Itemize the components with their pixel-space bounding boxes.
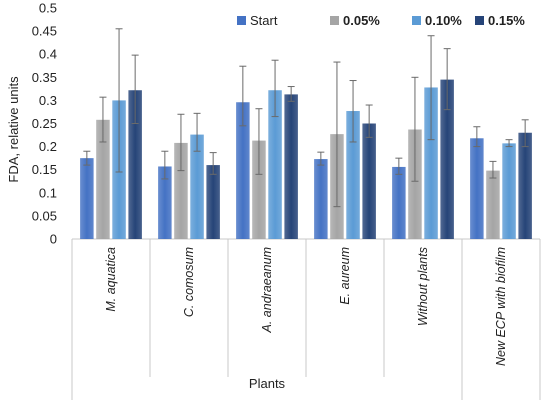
y-axis-title: FDA, relative units [6, 76, 21, 183]
legend-label-start: Start [250, 13, 278, 28]
legend-swatch-0-10 [412, 16, 421, 25]
bar-0-10-new-ecp-with-biofilm [502, 143, 516, 239]
y-tick-label: 0.3 [39, 93, 57, 108]
bar-0-10-a-andraeanum [268, 90, 282, 240]
legend-swatch-0-05 [330, 16, 339, 25]
bar-0-15-m-aquatica [128, 90, 142, 240]
bar-start-m-aquatica [80, 158, 94, 239]
bar-0-05-c-comosum [174, 142, 188, 239]
bar-0-10-e-aureum [346, 111, 360, 239]
category-label-a-andraeanum: A. andraeanum [260, 247, 274, 333]
category-label-c-comosum: C. comosum [182, 247, 196, 317]
bar-0-15-c-comosum [206, 165, 220, 239]
legend-label-0-10: 0.10% [425, 13, 462, 28]
bar-start-without-plants [392, 166, 406, 239]
y-tick-label: 0.1 [39, 185, 57, 200]
bar-0-05-a-andraeanum [252, 140, 266, 239]
legend-label-0-15: 0.15% [488, 13, 525, 28]
y-tick-label: 0.2 [39, 139, 57, 154]
bar-0-15-without-plants [440, 79, 454, 239]
category-label-m-aquatica: M. aquatica [104, 247, 118, 312]
y-tick-label: 0.25 [32, 116, 57, 131]
bar-start-c-comosum [158, 166, 172, 239]
bar-0-15-a-andraeanum [284, 94, 298, 239]
bar-0-10-c-comosum [190, 134, 204, 239]
bar-0-05-without-plants [408, 129, 422, 239]
bar-start-e-aureum [314, 159, 328, 239]
y-tick-label: 0 [50, 232, 57, 247]
legend-swatch-start [237, 16, 246, 25]
y-tick-label: 0.45 [32, 24, 57, 39]
bar-start-new-ecp-with-biofilm [470, 138, 484, 239]
group-label-plants: Plants [249, 376, 286, 391]
bar-start-a-andraeanum [236, 102, 250, 239]
bar-0-05-new-ecp-with-biofilm [486, 170, 500, 239]
y-tick-label: 0.05 [32, 208, 57, 223]
y-tick-label: 0.35 [32, 70, 57, 85]
y-tick-label: 0.15 [32, 162, 57, 177]
bar-0-15-new-ecp-with-biofilm [518, 132, 532, 239]
category-label-e-aureum: E. aureum [338, 247, 352, 305]
bar-0-05-m-aquatica [96, 119, 110, 239]
bar-0-10-without-plants [424, 87, 438, 240]
category-label-new-ecp-with-biofilm: New ECP with biofilm [494, 247, 508, 366]
y-tick-label: 0.5 [39, 1, 57, 16]
bar-0-15-e-aureum [362, 123, 376, 239]
legend-swatch-0-15 [475, 16, 484, 25]
legend-label-0-05: 0.05% [343, 13, 380, 28]
category-label-without-plants: Without plants [416, 247, 430, 326]
y-tick-label: 0.4 [39, 47, 57, 62]
